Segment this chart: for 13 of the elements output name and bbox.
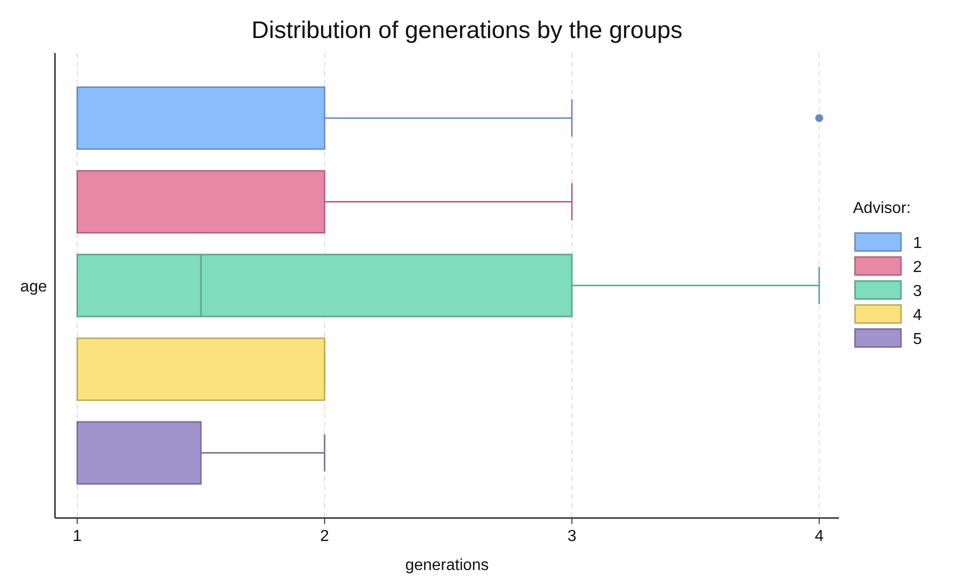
legend-title: Advisor: [853, 200, 911, 217]
x-tick-label: 2 [320, 528, 330, 545]
x-tick-label: 1 [72, 528, 82, 545]
y-tick-label: age [20, 278, 48, 296]
chart-title: Distribution of generations by the groups [252, 17, 682, 44]
legend-label: 3 [913, 283, 922, 300]
x-tick-label: 3 [567, 528, 576, 545]
legend-label: 2 [913, 259, 922, 276]
legend-label: 1 [913, 235, 922, 252]
legend-label: 4 [913, 307, 922, 324]
legend-label: 5 [913, 331, 922, 348]
x-tick-label: 4 [814, 528, 824, 545]
x-axis-title: generations [405, 557, 489, 574]
